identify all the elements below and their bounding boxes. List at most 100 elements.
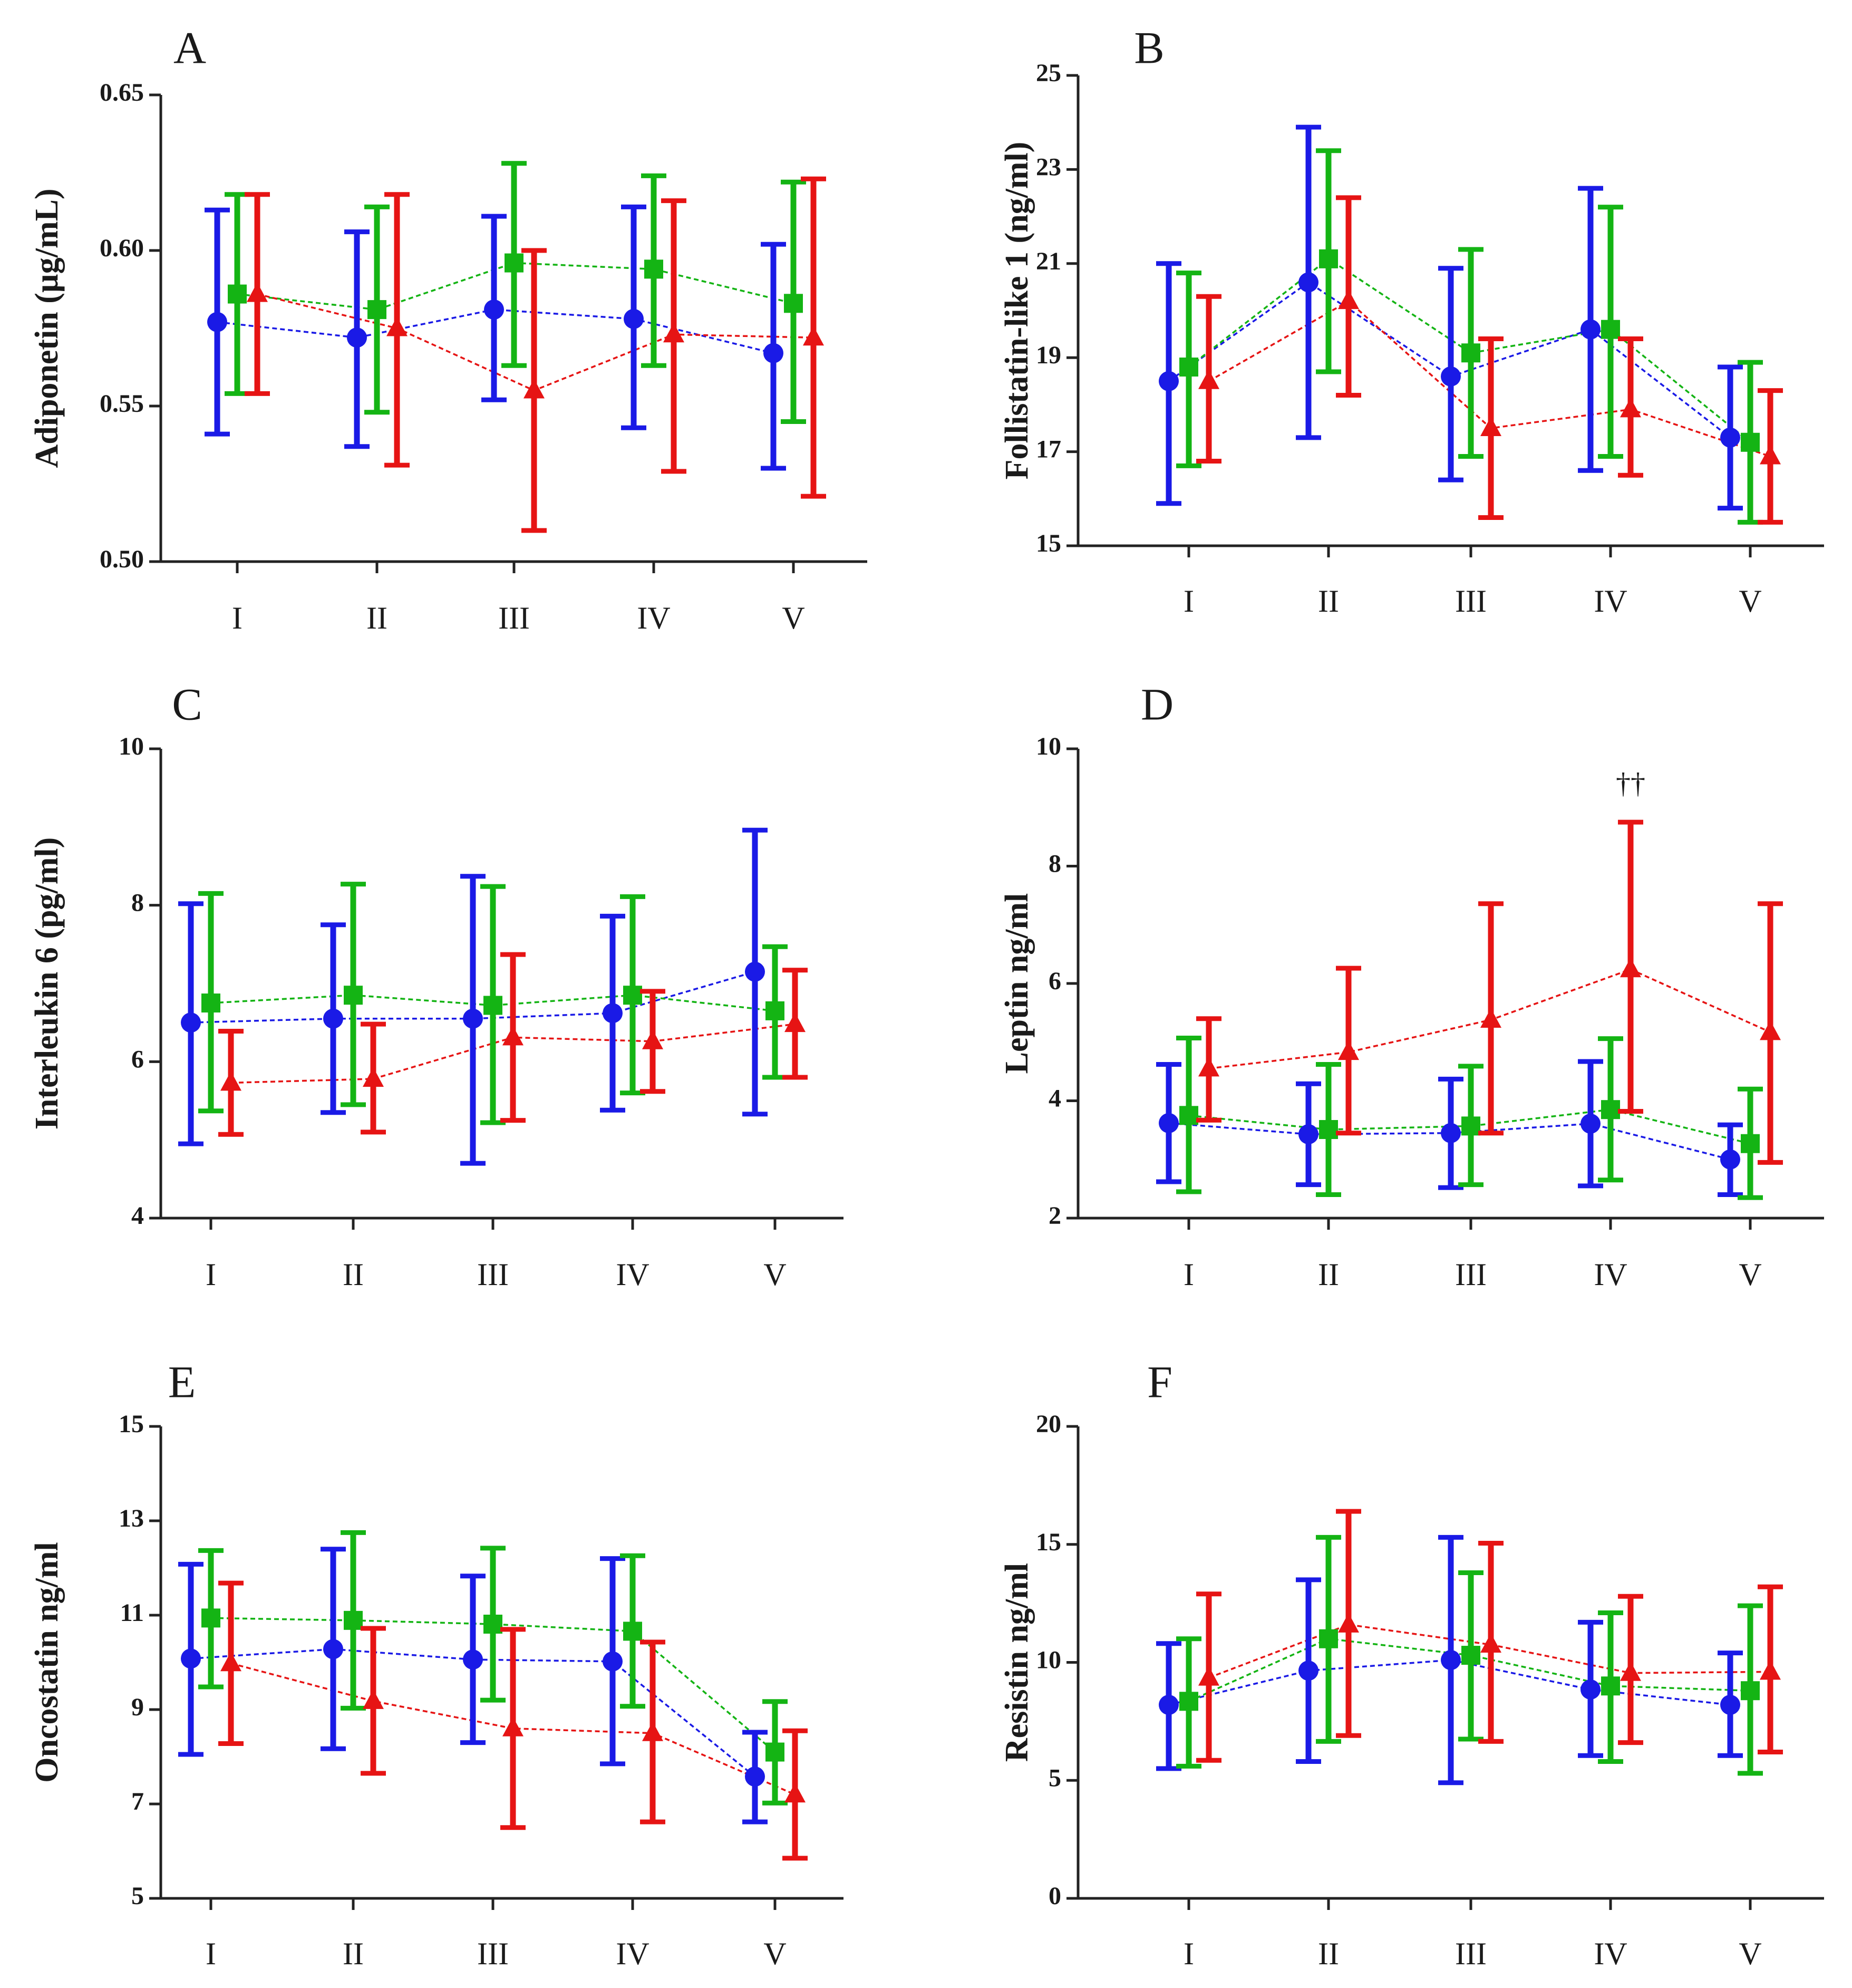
red-point [1198,1057,1219,1077]
red-point [642,1029,663,1049]
green-point [765,1742,784,1762]
blue-point [207,312,227,332]
y-tick-label: 0.50 [100,545,144,573]
red-point [1480,417,1501,436]
x-tick-label: I [1184,1257,1194,1292]
x-tick-label: I [1184,1936,1194,1971]
red-point [663,323,684,343]
x-tick-label: III [1455,584,1487,619]
y-tick-label: 7 [131,1788,144,1816]
y-tick-label: 6 [1049,967,1061,995]
y-tick-label: 10 [1036,732,1061,760]
panel-letter: C [172,679,202,730]
green-point [1601,1676,1620,1696]
green-point [1319,1120,1338,1140]
red-point [1338,289,1359,310]
green-point [1461,343,1480,363]
x-tick-label: I [206,1257,216,1292]
green-point [1319,1629,1338,1648]
y-tick-label: 9 [131,1693,144,1721]
red-point [1620,958,1641,978]
red-point [1620,398,1641,418]
red-point [1338,1613,1359,1633]
green-point [765,1001,784,1020]
x-tick-label: II [1318,1936,1339,1971]
blue-point [745,961,765,982]
green-point [1741,1134,1760,1153]
red-point [1338,1040,1359,1060]
y-tick-label: 13 [119,1504,144,1532]
significance-annotation: †† [1616,767,1645,800]
y-tick-label: 23 [1036,153,1061,181]
red-point [784,1012,806,1032]
green-point [1461,1116,1480,1136]
blue-point [1720,1149,1740,1170]
green-point [1601,1100,1620,1120]
red-point [502,1716,523,1736]
x-tick-label: V [1739,1936,1761,1971]
blue-point [1441,1123,1461,1143]
green-series-line [210,994,775,1012]
green-point [1319,249,1338,268]
y-axis-label: Oncostatin ng/ml [29,1542,65,1782]
green-series-line [1188,257,1751,443]
y-tick-label: 0.60 [100,234,144,262]
y-tick-label: 20 [1036,1410,1061,1438]
red-point [220,1071,241,1091]
blue-point [347,327,367,348]
blue-point [1580,1679,1601,1700]
y-tick-label: 0.55 [100,390,144,418]
x-tick-label: II [1318,584,1339,619]
x-tick-label: III [1455,1936,1487,1971]
red-point [363,1689,384,1709]
y-tick-label: 15 [1036,1528,1061,1556]
red-point [247,282,268,302]
green-point [344,986,363,1005]
y-tick-label: 8 [1049,850,1061,878]
x-tick-label: V [1739,1257,1761,1292]
y-tick-label: 0.65 [100,79,144,107]
blue-point [1580,319,1601,340]
green-point [1461,1646,1480,1665]
x-tick-label: V [763,1257,786,1292]
blue-point [323,1008,343,1029]
y-tick-label: 8 [131,889,144,917]
red-point [502,1026,523,1046]
green-point [1741,1681,1760,1701]
x-tick-label: II [1318,1257,1339,1292]
x-tick-label: I [232,601,243,635]
y-tick-label: 10 [1036,1646,1061,1674]
green-point [623,986,642,1005]
panel-b: B Follistatin-like 1 (ng/ml) 15 17 19 21 23 25 I… [999,23,1824,619]
x-tick-label: III [477,1936,509,1971]
blue-point [603,1651,623,1672]
red-point [803,326,824,346]
y-tick-label: 17 [1036,436,1061,464]
blue-point [1580,1113,1601,1134]
blue-series-line [1168,1122,1731,1161]
panel-letter: E [168,1357,196,1407]
y-tick-label: 21 [1036,247,1061,275]
x-tick-label: I [1184,584,1194,619]
blue-point [1159,1113,1179,1133]
green-point [344,1610,363,1630]
x-tick-label: IV [1594,1257,1627,1292]
red-point [1760,1020,1781,1040]
blue-point [1159,1695,1179,1715]
green-point [784,294,803,313]
x-tick-label: III [477,1257,509,1292]
green-point [623,1622,642,1641]
green-point [228,284,247,304]
blue-point [1720,427,1740,448]
panel-letter: B [1134,23,1164,73]
green-point [1179,1106,1198,1125]
y-axis-label: Leptin ng/ml [999,893,1035,1074]
y-tick-label: 10 [119,732,144,760]
red-point [386,316,408,336]
y-axis-label: Follistatin-like 1 (ng/ml) [999,142,1035,480]
blue-point [484,300,504,320]
panel-letter: D [1141,679,1174,730]
red-point [523,379,545,399]
